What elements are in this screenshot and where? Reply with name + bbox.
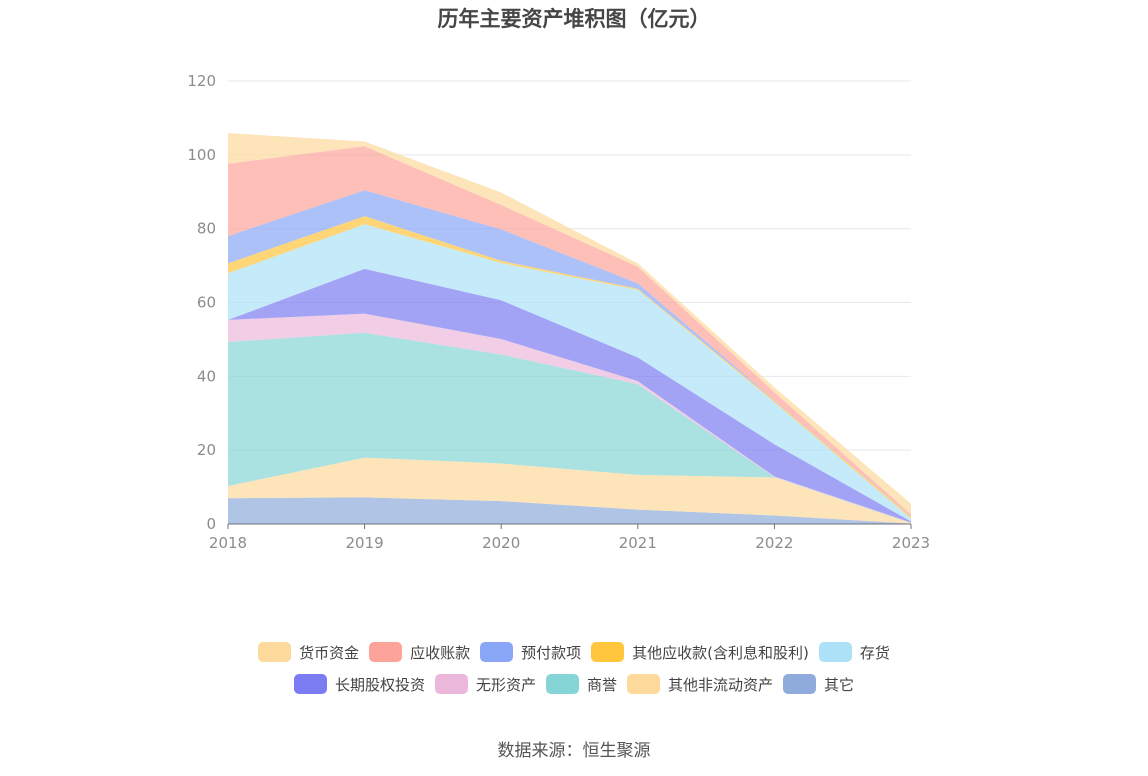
legend-label: 存货 — [859, 643, 890, 662]
y-tick-label: 40 — [197, 367, 216, 385]
legend-item[interactable]: 其他非流动资产 — [627, 674, 773, 695]
y-tick-label: 60 — [197, 294, 216, 312]
y-tick-label: 120 — [187, 72, 216, 90]
area-series-预付款项 — [228, 190, 911, 517]
legend-swatch — [480, 642, 514, 662]
legend-swatch — [434, 674, 468, 694]
legend-item[interactable]: 无形资产 — [434, 674, 536, 695]
legend-swatch — [369, 642, 403, 662]
x-tick-label: 2023 — [892, 534, 930, 552]
legend-row-1: 货币资金 应收账款 预付款项 其他应收款(含利息和股利) 存货 — [0, 638, 1148, 666]
legend-label: 其它 — [824, 675, 855, 694]
legend-label: 商誉 — [586, 675, 617, 694]
legend-swatch — [818, 642, 852, 662]
legend-label: 其他非流动资产 — [668, 675, 774, 694]
data-source: 数据来源：恒生聚源 — [497, 741, 651, 761]
legend-swatch — [258, 642, 292, 662]
chart-title: 历年主要资产堆积图（亿元） — [437, 7, 711, 31]
y-tick-label: 20 — [197, 441, 216, 459]
legend-label: 预付款项 — [521, 643, 582, 662]
legend-swatch — [783, 674, 817, 694]
x-tick-label: 2018 — [209, 534, 247, 552]
legend-item[interactable]: 长期股权投资 — [293, 674, 425, 695]
x-tick-label: 2020 — [482, 534, 520, 552]
legend-item[interactable]: 货币资金 — [258, 642, 359, 663]
area-series-商誉 — [228, 332, 911, 524]
legend-label: 货币资金 — [299, 643, 360, 662]
legend-swatch — [591, 642, 625, 662]
y-tick-label: 0 — [206, 515, 216, 533]
legend-item[interactable]: 商誉 — [545, 674, 617, 695]
legend-label: 应收账款 — [410, 643, 471, 662]
legend-swatch — [293, 674, 327, 694]
legend-swatch — [545, 674, 579, 694]
legend-label: 其他应收款(含利息和股利) — [632, 643, 809, 662]
area-series-其它 — [228, 497, 911, 524]
legend-item[interactable]: 其它 — [783, 674, 854, 695]
area-series-无形资产 — [228, 313, 911, 523]
x-tick-label: 2022 — [755, 534, 793, 552]
area-series — [228, 133, 911, 524]
legend-item[interactable]: 预付款项 — [480, 642, 581, 663]
legend-item[interactable]: 存货 — [818, 642, 890, 663]
area-series-其他非流动资产 — [228, 457, 911, 524]
legend-label: 长期股权投资 — [334, 675, 425, 694]
y-tick-label: 100 — [187, 146, 216, 164]
legend-row-2: 长期股权投资 无形资产 商誉 其他非流动资产 其它 — [0, 670, 1148, 698]
legend-swatch — [627, 674, 660, 694]
y-tick-label: 80 — [197, 220, 216, 238]
legend: 货币资金 应收账款 预付款项 其他应收款(含利息和股利) 存货 长期股权投资 无形资产 商誉… — [0, 638, 1148, 702]
area-series-存货 — [228, 224, 911, 522]
x-tick-label: 2019 — [346, 534, 384, 552]
legend-item[interactable]: 应收账款 — [369, 642, 470, 663]
x-tick-label: 2021 — [619, 534, 657, 552]
axes: 0 20 40 60 80 100 120 2018 2019 2020 2021 2022 2023 — [187, 72, 930, 552]
area-series-应收账款 — [228, 146, 911, 517]
area-series-其他应收款(含利息和股利) — [228, 216, 911, 519]
legend-item[interactable]: 其他应收款(含利息和股利) — [591, 642, 809, 663]
stacked-area-chart: 0 20 40 60 80 100 120 2018 2019 2020 2021 2022 2023 — [187, 72, 930, 552]
area-series-长期股权投资 — [228, 268, 911, 523]
legend-label: 无形资产 — [475, 675, 536, 694]
